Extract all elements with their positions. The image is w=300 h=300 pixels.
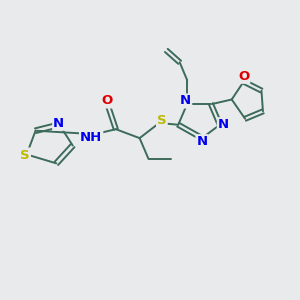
Text: S: S	[157, 114, 167, 127]
Text: N: N	[196, 135, 208, 148]
Text: N: N	[53, 117, 64, 130]
Text: O: O	[101, 94, 112, 107]
Text: N: N	[180, 94, 191, 107]
Text: NH: NH	[80, 131, 102, 144]
Text: O: O	[238, 70, 249, 83]
Text: N: N	[218, 118, 229, 131]
Text: S: S	[20, 148, 30, 162]
